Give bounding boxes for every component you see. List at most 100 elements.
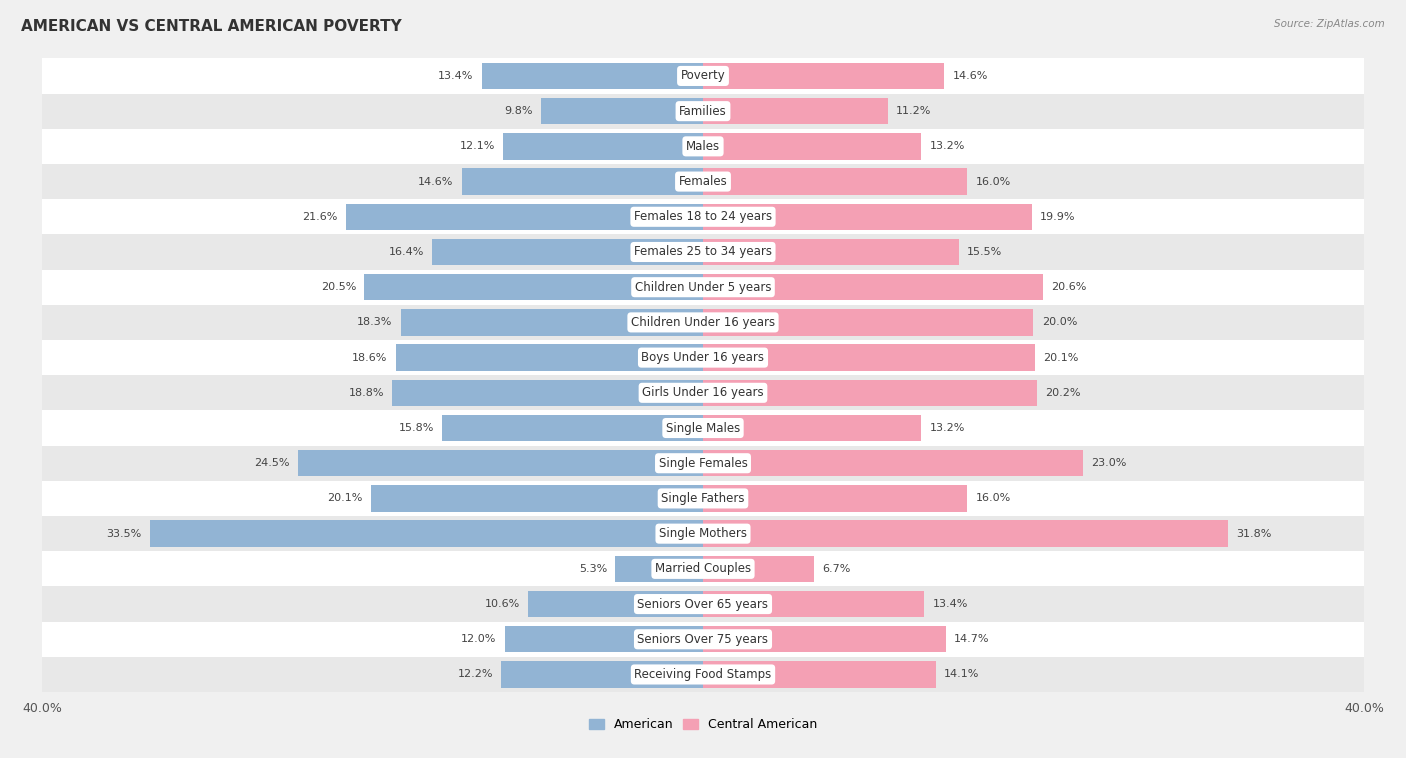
Bar [616,556,703,582]
Bar [482,63,703,89]
Text: 20.5%: 20.5% [321,282,356,292]
Text: 18.8%: 18.8% [349,388,384,398]
Bar [298,450,703,477]
Bar [371,485,703,512]
Bar [432,239,703,265]
Bar [42,234,1364,270]
Bar [703,521,1229,547]
Text: 15.5%: 15.5% [967,247,1002,257]
Text: 20.0%: 20.0% [1042,318,1077,327]
Text: 10.6%: 10.6% [485,599,520,609]
Text: Single Fathers: Single Fathers [661,492,745,505]
Bar [703,661,936,688]
Text: AMERICAN VS CENTRAL AMERICAN POVERTY: AMERICAN VS CENTRAL AMERICAN POVERTY [21,19,402,34]
Bar [541,98,703,124]
Bar [703,344,1035,371]
Bar [503,133,703,160]
Text: 14.7%: 14.7% [955,634,990,644]
Bar [703,485,967,512]
Text: Source: ZipAtlas.com: Source: ZipAtlas.com [1274,19,1385,29]
Bar [703,309,1033,336]
Bar [703,133,921,160]
Text: Females: Females [679,175,727,188]
Text: Males: Males [686,140,720,153]
Bar [395,344,703,371]
Bar [42,340,1364,375]
Text: 6.7%: 6.7% [823,564,851,574]
Text: 13.2%: 13.2% [929,423,965,433]
Text: Children Under 5 years: Children Under 5 years [634,280,772,293]
Text: 16.4%: 16.4% [388,247,423,257]
Text: 13.4%: 13.4% [439,71,474,81]
Bar [42,481,1364,516]
Text: 21.6%: 21.6% [302,211,337,222]
Bar [346,204,703,230]
Bar [703,415,921,441]
Text: 12.0%: 12.0% [461,634,496,644]
Text: 20.2%: 20.2% [1045,388,1080,398]
Bar [703,204,1032,230]
Bar [703,63,945,89]
Bar [42,551,1364,587]
Text: Married Couples: Married Couples [655,562,751,575]
Text: Single Males: Single Males [666,421,740,434]
Text: Poverty: Poverty [681,70,725,83]
Bar [505,626,703,653]
Bar [401,309,703,336]
Legend: American, Central American: American, Central American [583,713,823,736]
Text: 14.6%: 14.6% [952,71,988,81]
Text: 19.9%: 19.9% [1040,211,1076,222]
Text: 18.3%: 18.3% [357,318,392,327]
Text: Females 18 to 24 years: Females 18 to 24 years [634,210,772,224]
Bar [42,58,1364,93]
Text: Single Females: Single Females [658,457,748,470]
Text: Seniors Over 65 years: Seniors Over 65 years [637,597,769,610]
Text: Children Under 16 years: Children Under 16 years [631,316,775,329]
Bar [42,587,1364,622]
Bar [42,199,1364,234]
Text: 20.1%: 20.1% [328,493,363,503]
Text: 16.0%: 16.0% [976,177,1011,186]
Text: Boys Under 16 years: Boys Under 16 years [641,351,765,364]
Bar [703,590,924,617]
Text: Receiving Food Stamps: Receiving Food Stamps [634,668,772,681]
Bar [42,164,1364,199]
Bar [42,516,1364,551]
Bar [703,168,967,195]
Bar [441,415,703,441]
Bar [42,410,1364,446]
Bar [703,626,946,653]
Text: 12.2%: 12.2% [458,669,494,679]
Bar [42,657,1364,692]
Text: 9.8%: 9.8% [505,106,533,116]
Text: Girls Under 16 years: Girls Under 16 years [643,387,763,399]
Bar [42,93,1364,129]
Bar [42,446,1364,481]
Text: 14.1%: 14.1% [945,669,980,679]
Bar [42,129,1364,164]
Bar [149,521,703,547]
Text: Females 25 to 34 years: Females 25 to 34 years [634,246,772,258]
Bar [461,168,703,195]
Text: 20.1%: 20.1% [1043,352,1078,362]
Bar [42,375,1364,410]
Bar [703,274,1043,300]
Bar [502,661,703,688]
Text: Families: Families [679,105,727,117]
Bar [364,274,703,300]
Bar [42,622,1364,657]
Bar [703,380,1036,406]
Text: 5.3%: 5.3% [579,564,607,574]
Text: 24.5%: 24.5% [254,459,290,468]
Text: Seniors Over 75 years: Seniors Over 75 years [637,633,769,646]
Bar [42,305,1364,340]
Text: Single Mothers: Single Mothers [659,527,747,540]
Text: 18.6%: 18.6% [352,352,388,362]
Text: 23.0%: 23.0% [1091,459,1126,468]
Text: 13.2%: 13.2% [929,141,965,152]
Bar [527,590,703,617]
Text: 11.2%: 11.2% [896,106,932,116]
Text: 14.6%: 14.6% [418,177,454,186]
Bar [703,239,959,265]
Text: 15.8%: 15.8% [398,423,433,433]
